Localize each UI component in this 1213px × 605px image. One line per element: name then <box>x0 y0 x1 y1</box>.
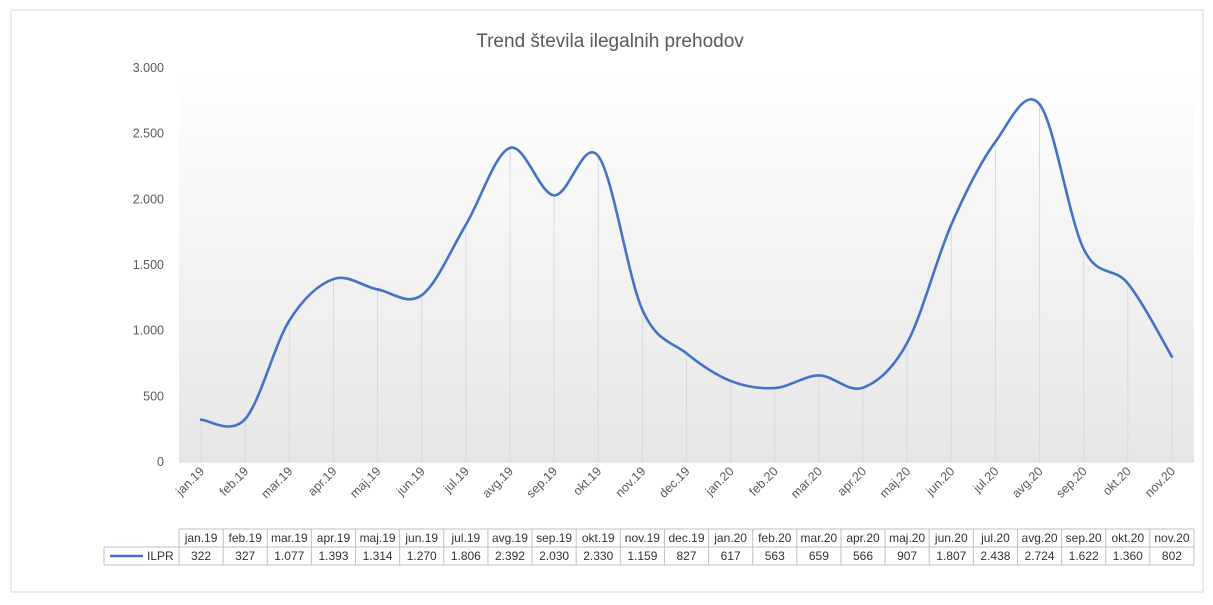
y-axis-ticks: 0 500 1.000 1.500 2.000 2.500 3.000 <box>133 61 164 469</box>
table-value-cell: 659 <box>809 549 829 563</box>
table-value-cell: 1.622 <box>1069 549 1099 563</box>
table-value-cell: 1.314 <box>363 549 393 563</box>
table-value-cell: 563 <box>765 549 785 563</box>
table-value-cell: 1.077 <box>274 549 304 563</box>
table-header-cell: mar.20 <box>801 531 838 545</box>
table-value-cell: 1.360 <box>1113 549 1143 563</box>
table-value-cell: 2.330 <box>583 549 613 563</box>
table-header-cell: jul.19 <box>451 531 481 545</box>
y-tick-label: 3.000 <box>133 61 164 75</box>
y-tick-label: 1.500 <box>133 258 164 272</box>
table-header-cell: avg.20 <box>1022 531 1058 545</box>
legend-label-ilpr: ILPR <box>147 549 174 563</box>
table-header-cell: jun.20 <box>934 531 968 545</box>
table-header-cell: nov.20 <box>1154 531 1189 545</box>
table-value-cell: 907 <box>897 549 917 563</box>
table-value-cell: 2.392 <box>495 549 525 563</box>
y-tick-label: 2.000 <box>133 192 164 206</box>
table-header-cell: jul.20 <box>980 531 1010 545</box>
table-value-cell: 617 <box>721 549 741 563</box>
table-value-cell: 566 <box>853 549 873 563</box>
table-value-cell: 327 <box>235 549 255 563</box>
chart-title: Trend števila ilegalnih prehodov <box>476 31 744 52</box>
table-header-cell: maj.20 <box>889 531 925 545</box>
y-tick-label: 0 <box>157 455 164 469</box>
table-value-cell: 1.393 <box>318 549 348 563</box>
table-value-cell: 322 <box>191 549 211 563</box>
table-header-cell: jan.20 <box>713 531 747 545</box>
table-header-cell: jan.19 <box>184 531 218 545</box>
data-table: ILPR jan.19 322 feb.19 327 mar.19 1.077 apr.19 1… <box>103 528 1195 566</box>
table-header-cell: maj.19 <box>360 531 396 545</box>
y-tick-label: 1.000 <box>133 324 164 338</box>
table-header-cell: sep.19 <box>536 531 572 545</box>
table-header-cell: avg.19 <box>492 531 528 545</box>
y-tick-label: 2.500 <box>133 127 164 141</box>
table-value-cell: 1.807 <box>936 549 966 563</box>
table-header-cell: feb.20 <box>758 531 792 545</box>
table-header-cell: okt.20 <box>1111 531 1144 545</box>
table-header-cell: dec.19 <box>668 531 704 545</box>
table-value-cell: 2.724 <box>1025 549 1055 563</box>
table-header-cell: okt.19 <box>582 531 615 545</box>
y-tick-label: 500 <box>143 389 164 403</box>
table-header-cell: apr.19 <box>317 531 351 545</box>
drop-lines <box>200 104 1173 462</box>
table-value-cell: 1.806 <box>451 549 481 563</box>
table-value-cell: 1.270 <box>407 549 437 563</box>
table-header-cell: apr.20 <box>846 531 880 545</box>
series-line-ilpr <box>199 98 1174 428</box>
table-header-cell: nov.19 <box>625 531 660 545</box>
table-value-cell: 1.159 <box>627 549 657 563</box>
table-value-cell: 2.438 <box>980 549 1010 563</box>
table-header-cell: mar.19 <box>271 531 308 545</box>
table-value-cell: 2.030 <box>539 549 569 563</box>
table-header-cell: sep.20 <box>1066 531 1102 545</box>
table-value-cell: 802 <box>1162 549 1182 563</box>
table-header-cell: jun.19 <box>404 531 438 545</box>
table-value-cell: 827 <box>676 549 696 563</box>
table-header-cell: feb.19 <box>229 531 263 545</box>
